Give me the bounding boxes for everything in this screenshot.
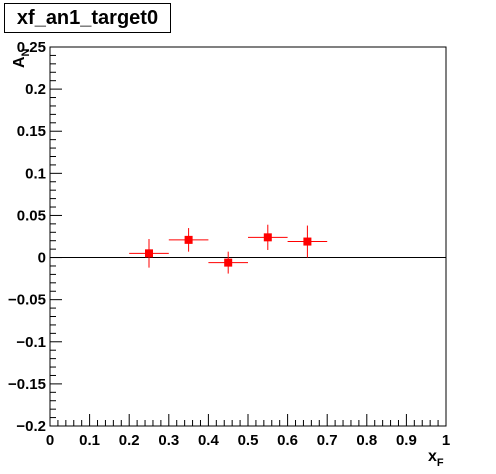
x-tick-label: 0.2 <box>119 432 140 449</box>
x-tick-label: 0.4 <box>198 432 220 449</box>
data-point <box>129 239 169 268</box>
y-axis-label-subscript: N <box>20 48 32 56</box>
x-axis-label-subscript: F <box>437 457 444 469</box>
data-point <box>168 228 209 252</box>
y-tick-label: 0.15 <box>17 123 46 140</box>
x-tick-label: 0.9 <box>396 432 417 449</box>
x-tick-label: 0.5 <box>238 432 259 449</box>
point-marker <box>303 237 312 246</box>
point-marker <box>145 249 153 258</box>
y-axis-label-main: A <box>11 56 28 68</box>
x-tick-label: 0.3 <box>158 432 179 449</box>
data-point <box>248 224 288 250</box>
y-axis-label: AN <box>11 48 32 68</box>
y-tick-label: −0.1 <box>16 334 46 351</box>
plot-frame <box>49 46 447 427</box>
y-tick-label: −0.2 <box>16 418 46 435</box>
y-tick-label: 0 <box>38 250 46 267</box>
x-tick-label: 0 <box>46 432 54 449</box>
x-tick-labels: 0 0.1 0.2 0.3 0.4 0.5 0.6 0.7 0.8 0.9 1 <box>46 432 450 449</box>
x-tick-label: 0.7 <box>317 432 338 449</box>
x-tick-label: 0.8 <box>356 432 377 449</box>
chart-title: xf_an1_target0 <box>4 3 171 33</box>
x-axis-label: xF <box>428 448 444 469</box>
x-tick-label: 0.6 <box>277 432 298 449</box>
y-tick-label: 0.05 <box>17 207 46 224</box>
y-tick-label: −0.15 <box>8 376 46 393</box>
y-tick-label: 0.25 <box>17 39 46 56</box>
point-marker <box>224 258 233 267</box>
point-marker <box>263 233 272 242</box>
x-axis-label-main: x <box>428 448 437 465</box>
y-minor-ticks <box>50 46 62 427</box>
data-point <box>208 251 248 274</box>
point-marker <box>184 235 193 244</box>
x-tick-label: 1 <box>442 432 450 449</box>
y-tick-label: 0.1 <box>25 165 46 182</box>
y-tick-label: 0.2 <box>25 81 46 98</box>
y-tick-label: −0.05 <box>8 292 46 309</box>
data-points <box>129 224 328 274</box>
x-minor-ticks <box>49 414 447 426</box>
y-tick-labels: −0.2 −0.15 −0.1 −0.05 0 0.05 0.1 0.15 0.2 0.25 <box>8 39 46 435</box>
x-tick-label: 0.1 <box>79 432 100 449</box>
data-point <box>287 225 328 258</box>
